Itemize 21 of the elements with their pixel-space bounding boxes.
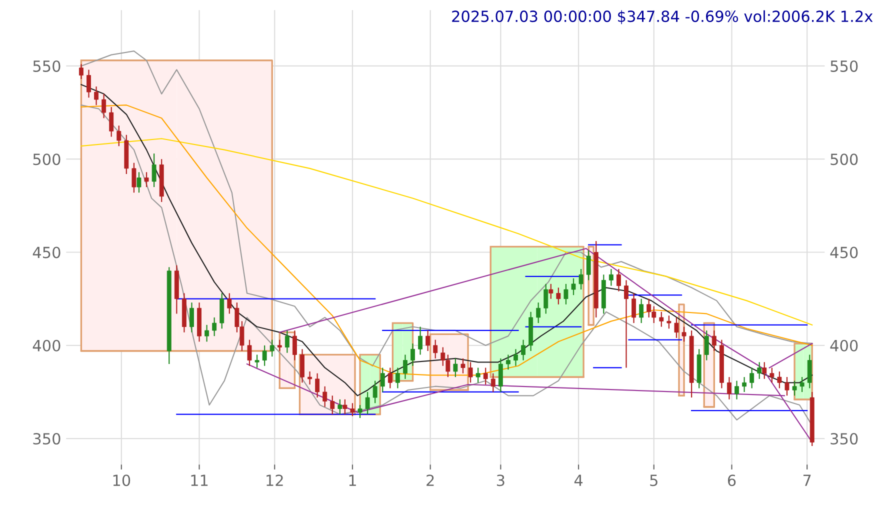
y-tick-label: 500 bbox=[33, 154, 60, 166]
y-tick-label: 350 bbox=[33, 432, 60, 445]
y2-tick-label: 350 bbox=[830, 432, 858, 445]
x-tick-label: 4 bbox=[574, 474, 583, 486]
y-tick-label: 450 bbox=[32, 246, 60, 258]
x-tick-label: 12 bbox=[266, 474, 283, 486]
y-tick-label: 400 bbox=[32, 340, 60, 352]
x-tick-label: 6 bbox=[728, 474, 736, 486]
y2-tick-label: 450 bbox=[830, 246, 858, 258]
y2-tick-label: 400 bbox=[830, 340, 858, 352]
chart-title: 2025.07.03 00:00:00 $347.84 -0.69% vol:2006.2K 1.2x bbox=[452, 10, 873, 24]
x-tick-label: 11 bbox=[191, 474, 208, 486]
x-tick-label: 5 bbox=[650, 474, 658, 486]
x-tick-label: 1 bbox=[349, 474, 356, 486]
y2-tick-label: 500 bbox=[830, 154, 858, 166]
x-tick-label: 2 bbox=[426, 474, 434, 486]
y-tick-label: 550 bbox=[33, 60, 60, 72]
x-tick-label: 7 bbox=[803, 474, 811, 486]
x-tick-label: 3 bbox=[496, 474, 504, 486]
x-tick-label: 10 bbox=[113, 474, 130, 486]
y2-tick-label: 550 bbox=[830, 60, 858, 72]
